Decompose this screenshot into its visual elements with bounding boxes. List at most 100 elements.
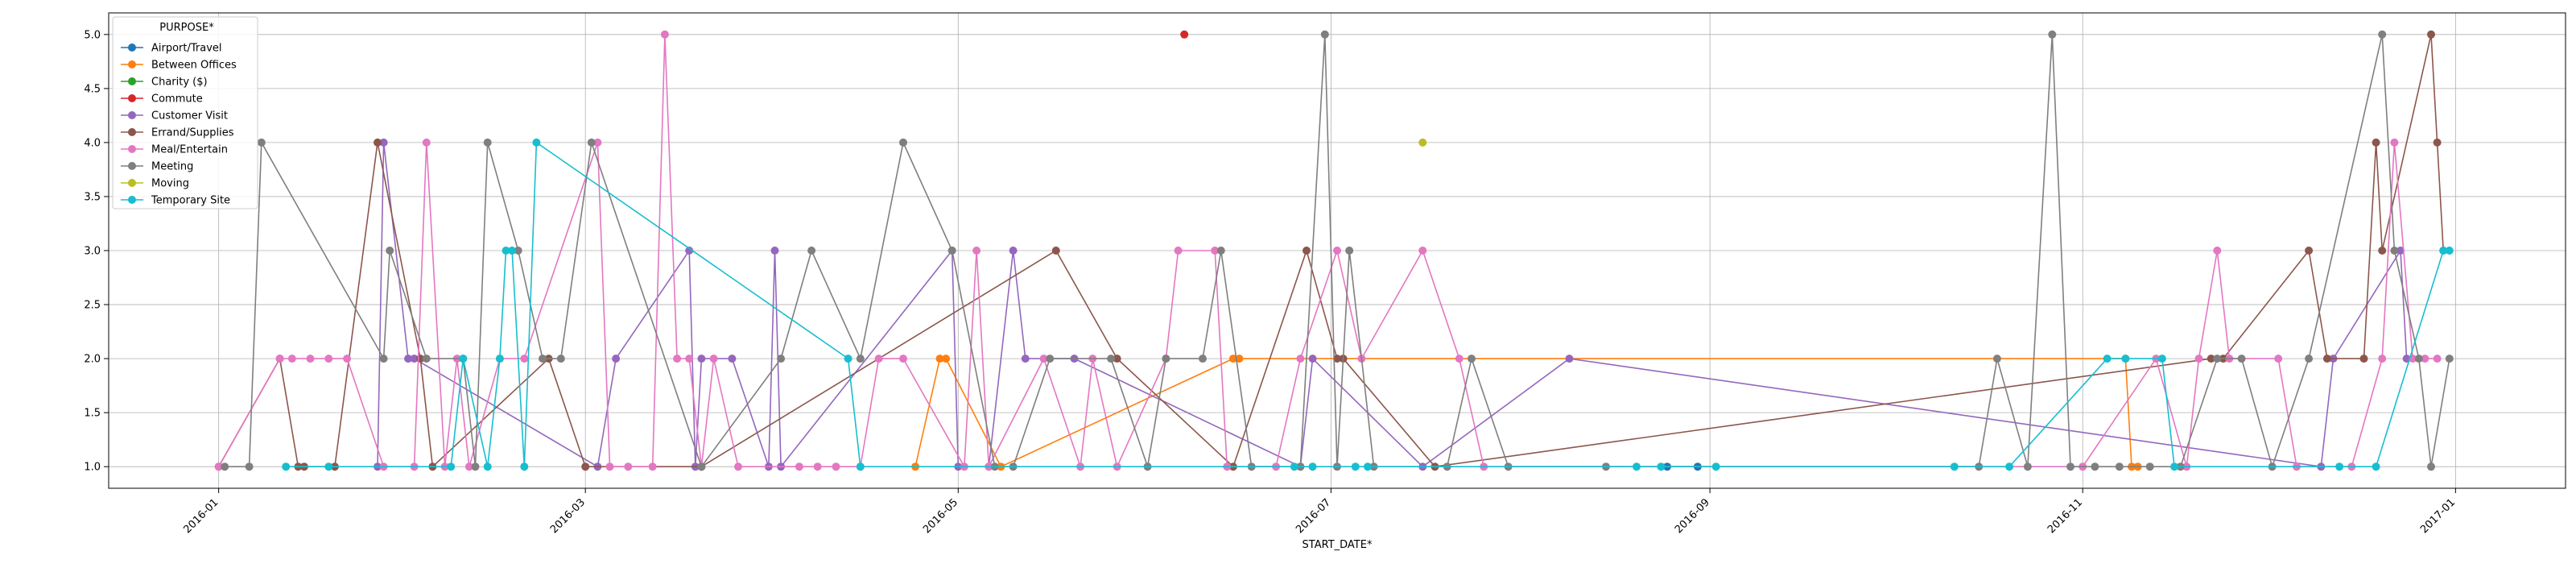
data-point	[728, 355, 737, 363]
data-point	[343, 355, 352, 363]
data-point	[2305, 247, 2314, 255]
data-point	[1113, 355, 1121, 363]
y-tick-label: 5.0	[84, 29, 101, 41]
legend-label: Charity ($)	[151, 77, 208, 89]
series-line	[218, 34, 2438, 470]
data-point	[1290, 462, 1298, 471]
data-point	[587, 138, 596, 147]
data-point	[2305, 355, 2314, 363]
data-point	[2372, 462, 2380, 471]
data-point	[2170, 462, 2179, 471]
data-point	[697, 355, 706, 363]
data-point	[832, 462, 840, 471]
legend-item: Temporary Site	[121, 195, 230, 207]
data-point	[404, 355, 412, 363]
data-point	[1216, 247, 1225, 255]
data-point	[2427, 462, 2435, 471]
legend-label: Between Offices	[151, 60, 237, 72]
data-point	[514, 247, 522, 255]
data-point	[2157, 355, 2166, 363]
data-point	[1039, 355, 1048, 363]
data-point	[379, 138, 388, 147]
data-point	[520, 355, 529, 363]
legend-swatch-marker	[128, 77, 136, 85]
data-point	[374, 138, 382, 147]
data-point	[1296, 355, 1305, 363]
legend-label: Commute	[151, 93, 203, 106]
data-point	[947, 247, 956, 255]
data-point	[935, 355, 944, 363]
data-point	[1565, 355, 1574, 363]
data-point	[1162, 355, 1170, 363]
data-point	[1345, 247, 1354, 255]
data-point	[942, 355, 951, 363]
data-point	[2427, 30, 2435, 39]
data-point	[2396, 247, 2405, 255]
data-point	[2414, 355, 2423, 363]
data-point	[1418, 247, 1427, 255]
data-point	[508, 247, 517, 255]
legend-item: Customer Visit	[121, 110, 228, 122]
data-point	[648, 462, 657, 471]
y-tick-label: 2.0	[84, 354, 101, 366]
data-point	[844, 355, 852, 363]
data-point	[483, 462, 492, 471]
data-point	[624, 462, 633, 471]
y-tick-label: 2.5	[84, 300, 101, 312]
legend-title: PURPOSE*	[159, 22, 214, 34]
data-point	[1455, 355, 1463, 363]
data-point	[1051, 247, 1060, 255]
data-point	[422, 138, 431, 147]
data-point	[306, 355, 315, 363]
data-point	[324, 355, 333, 363]
data-point	[2091, 462, 2099, 471]
data-point	[2274, 355, 2283, 363]
data-point	[581, 462, 590, 471]
data-point	[2335, 462, 2344, 471]
data-point	[1950, 462, 1959, 471]
data-point	[386, 247, 394, 255]
data-point	[2378, 355, 2387, 363]
legend-label: Temporary Site	[151, 195, 230, 207]
legend-item: Meeting	[121, 161, 193, 173]
data-point	[1333, 355, 1341, 363]
data-point	[899, 355, 907, 363]
legend-swatch-marker	[128, 60, 136, 68]
data-point	[612, 355, 621, 363]
data-point	[1174, 247, 1183, 255]
legend-swatch-marker	[128, 44, 136, 52]
data-point	[282, 462, 291, 471]
data-point	[1021, 355, 1030, 363]
y-tick-label: 3.0	[84, 246, 101, 258]
y-tick-label: 4.5	[84, 83, 101, 95]
data-point	[1180, 30, 1189, 39]
data-point	[856, 355, 865, 363]
data-point	[2066, 462, 2074, 471]
data-point	[807, 247, 816, 255]
data-point	[734, 462, 742, 471]
legend-swatch-marker	[128, 128, 136, 136]
data-point	[874, 355, 883, 363]
data-point	[2213, 247, 2222, 255]
data-point	[1364, 462, 1372, 471]
data-point	[483, 138, 492, 147]
data-point	[972, 247, 981, 255]
legend-items: Airport/Travel Between Offices Charity ($)…	[121, 43, 237, 207]
data-point	[2121, 355, 2130, 363]
data-point	[532, 138, 541, 147]
data-point	[1228, 355, 1237, 363]
data-point	[1333, 247, 1341, 255]
data-point	[1107, 355, 1116, 363]
data-point	[1468, 355, 1476, 363]
y-tick-label: 1.0	[84, 462, 101, 474]
data-point	[1351, 462, 1360, 471]
data-point	[697, 462, 706, 471]
data-point	[2378, 247, 2387, 255]
data-point	[2237, 355, 2246, 363]
series-moving	[1418, 138, 1427, 147]
data-point	[2005, 462, 2014, 471]
legend-box	[112, 16, 258, 209]
data-point	[685, 355, 694, 363]
data-point	[1199, 355, 1207, 363]
data-point	[2439, 247, 2448, 255]
